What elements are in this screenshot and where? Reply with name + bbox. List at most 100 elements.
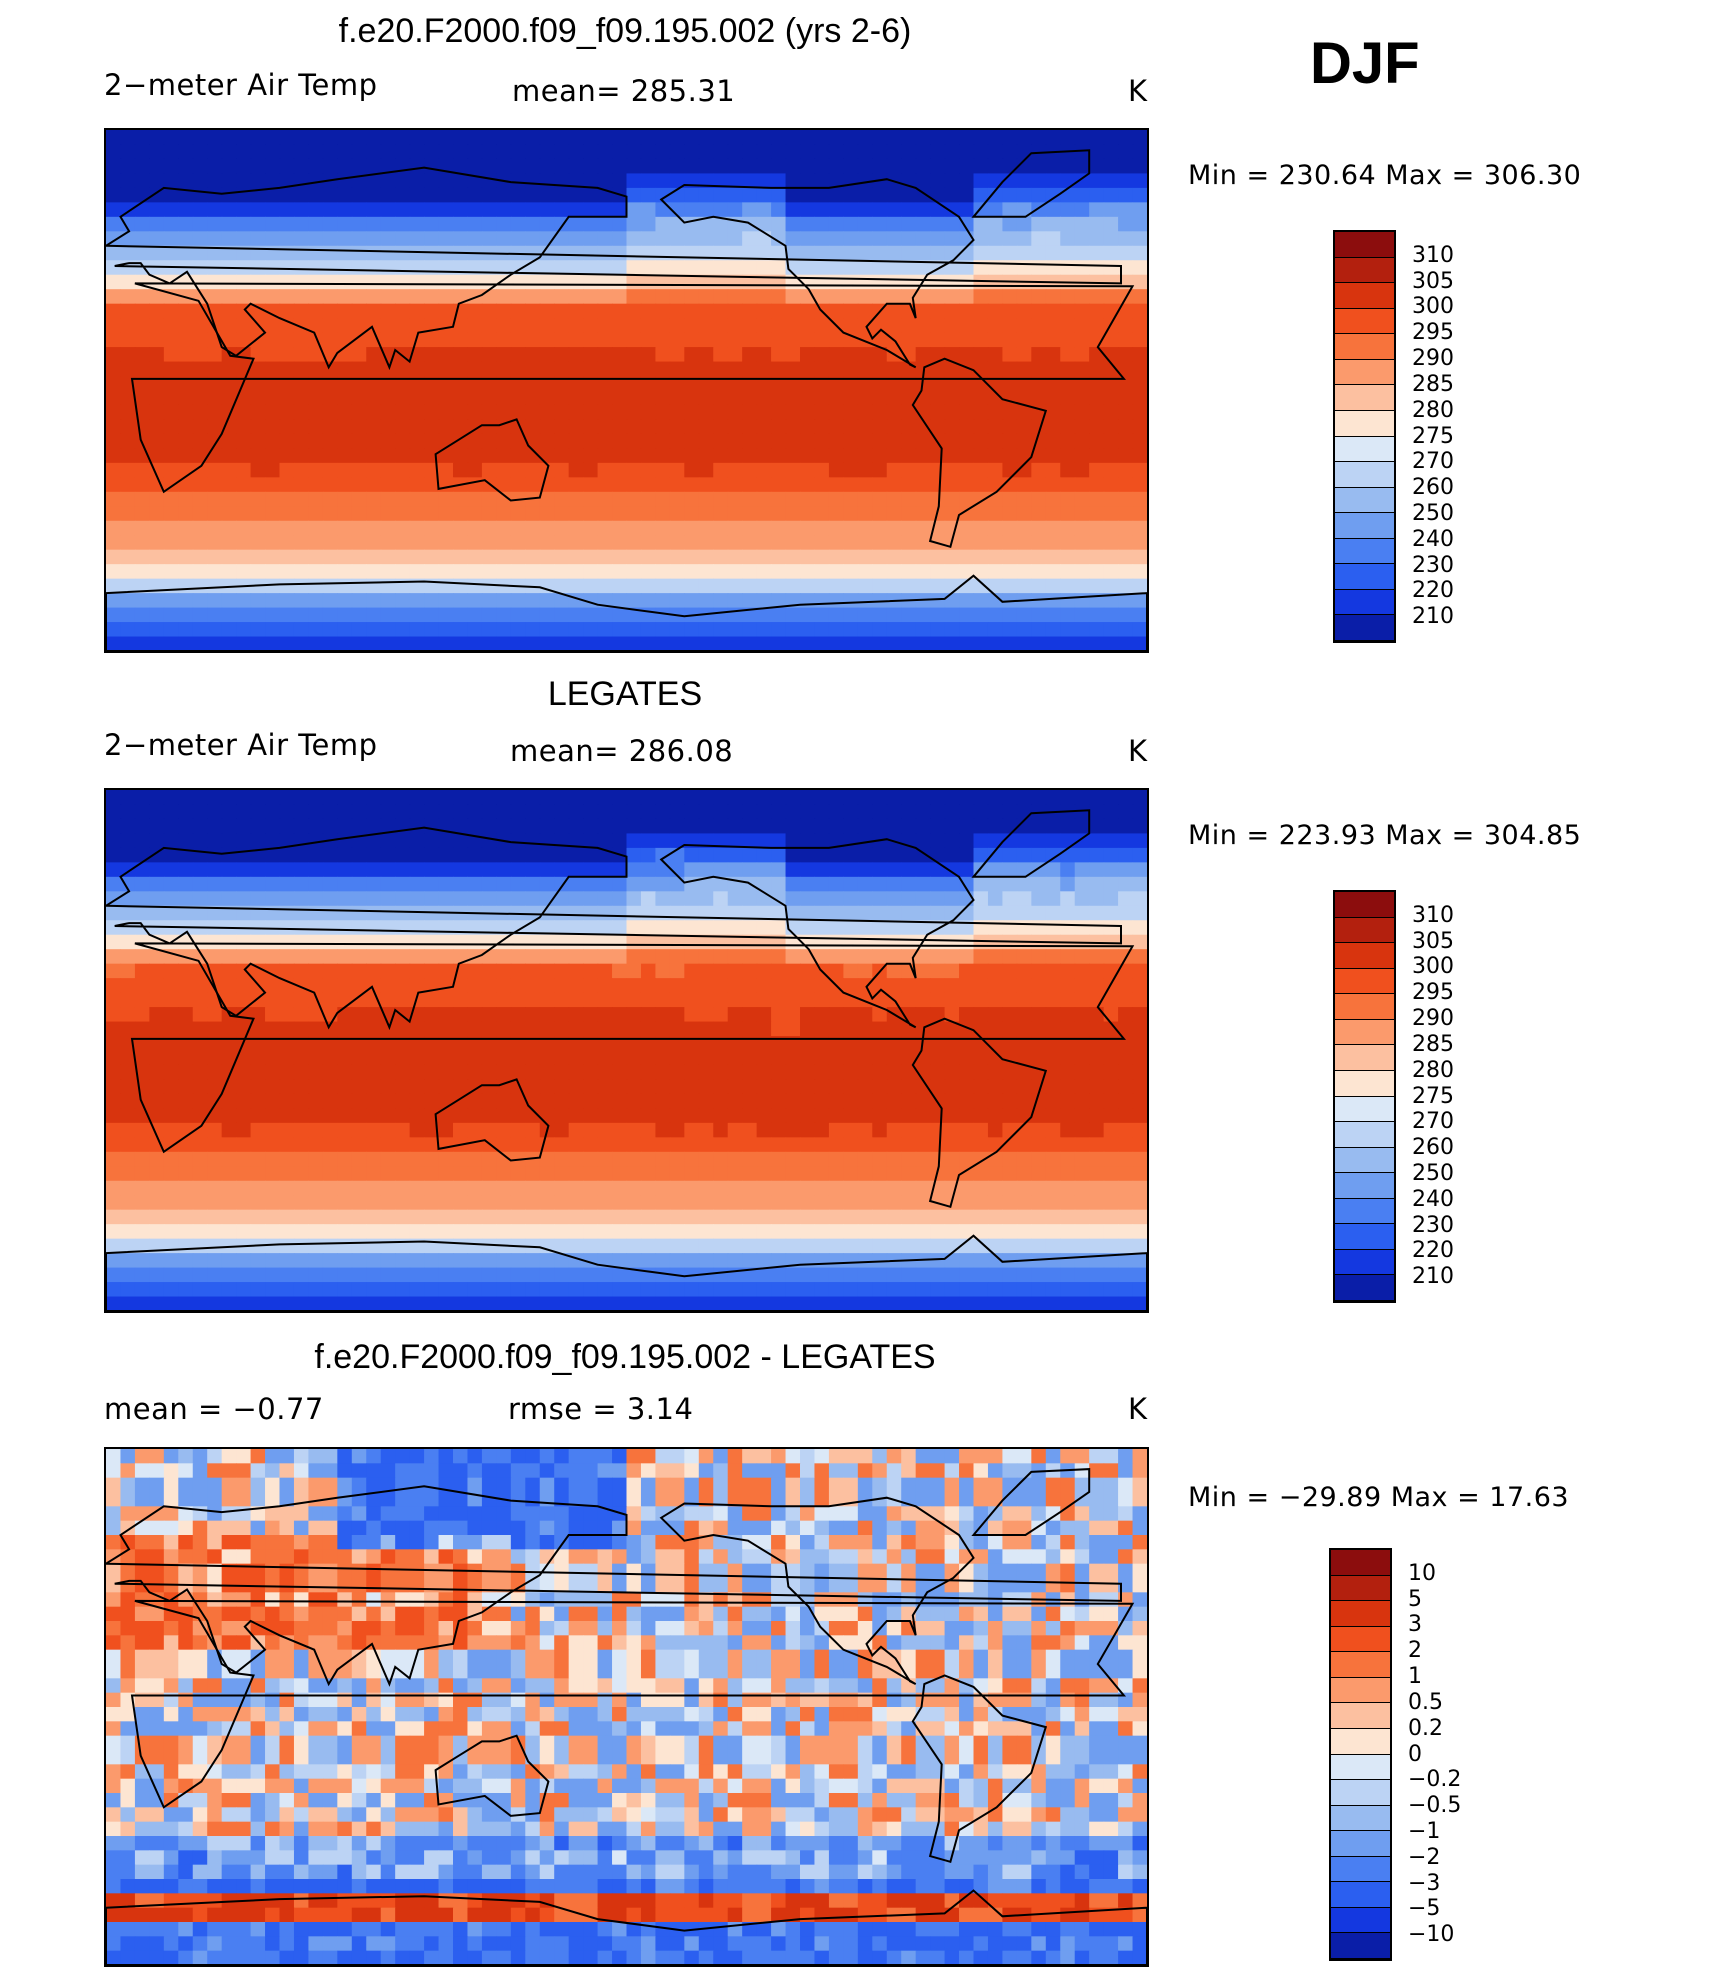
field-cell [843, 433, 859, 449]
field-cell [1132, 1238, 1147, 1254]
field-cell [756, 1108, 772, 1124]
field-cell [134, 1021, 150, 1037]
field-cell [1016, 433, 1032, 449]
field-cell [959, 260, 975, 276]
field-cell [1103, 245, 1119, 261]
field-cell [1002, 622, 1018, 638]
field-cell [1016, 1224, 1032, 1240]
field-cell [640, 1253, 657, 1269]
field-cell [669, 202, 685, 218]
field-cell [265, 949, 281, 965]
field-cell [568, 130, 584, 146]
field-cell [424, 404, 440, 421]
field-cell [568, 332, 584, 348]
field-cell [640, 564, 657, 580]
field-cell [192, 876, 208, 892]
field-cell [872, 847, 888, 863]
field-cell [669, 144, 685, 160]
field-cell [351, 1253, 367, 1269]
field-cell [1016, 187, 1032, 203]
field-cell [756, 1253, 772, 1269]
field-cell [583, 303, 599, 319]
field-cell [930, 130, 946, 146]
field-cell [742, 1253, 758, 1269]
field-cell [453, 876, 469, 892]
field-cell [221, 202, 237, 218]
field-cell [178, 862, 194, 878]
field-cell [843, 506, 859, 522]
field-cell [1118, 978, 1134, 994]
field-cell [756, 1180, 772, 1196]
field-cell [987, 1253, 1004, 1269]
field-cell [814, 462, 830, 478]
field-cell [250, 564, 266, 580]
field-cell [1002, 1238, 1018, 1254]
field-cell [901, 1166, 917, 1182]
field-cell [554, 978, 570, 994]
field-cell [857, 173, 873, 189]
field-cell [756, 833, 772, 849]
field-cell [120, 963, 136, 979]
field-cell [626, 216, 642, 232]
field-cell [872, 1007, 888, 1023]
field-cell [669, 578, 685, 594]
field-cell [698, 1253, 714, 1269]
field-cell [337, 963, 353, 979]
field-cell [221, 361, 237, 377]
field-cell [583, 390, 599, 406]
field-cell [944, 158, 960, 175]
field-cell [424, 920, 440, 936]
field-cell [539, 992, 555, 1008]
field-cell [250, 622, 266, 638]
field-cell [236, 833, 252, 849]
field-cell [973, 1122, 989, 1138]
field-cell [1016, 260, 1032, 276]
field-cell [453, 535, 469, 551]
field-cell [1060, 593, 1076, 609]
field-cell [684, 790, 700, 806]
field-cell [525, 790, 541, 806]
field-cell [221, 332, 237, 348]
field-cell [669, 404, 685, 421]
field-cell [279, 1224, 295, 1240]
field-cell [843, 1050, 859, 1066]
field-cell [930, 992, 946, 1008]
field-cell [1002, 448, 1018, 464]
field-cell [640, 891, 657, 907]
field-cell [236, 1209, 252, 1225]
field-cell [496, 920, 512, 936]
field-cell [221, 1253, 237, 1269]
field-cell [640, 876, 657, 892]
field-cell [669, 318, 685, 334]
field-cell [785, 158, 801, 175]
field-cell [250, 1108, 266, 1124]
field-cell [1089, 862, 1105, 878]
field-cell [886, 934, 902, 950]
field-cell [626, 158, 642, 175]
field-cell [612, 1137, 628, 1153]
field-cell [178, 216, 194, 232]
field-cell [149, 216, 165, 232]
field-cell [221, 833, 237, 849]
field-cell [178, 231, 194, 247]
field-cell [510, 1209, 526, 1225]
field-cell [756, 506, 772, 522]
field-cell [467, 158, 483, 175]
field-cell [583, 564, 599, 580]
field-cell [944, 318, 960, 334]
field-cell [843, 1021, 859, 1037]
field-cell [640, 1224, 657, 1240]
field-cell [163, 433, 179, 449]
field-cell [192, 274, 208, 290]
field-cell [1074, 818, 1090, 835]
field-cell [279, 535, 295, 551]
field-cell [351, 158, 367, 175]
field-cell [713, 1180, 729, 1196]
field-cell [250, 891, 266, 907]
field-cell [1118, 790, 1134, 806]
field-cell [265, 992, 281, 1008]
field-cell [1045, 1079, 1061, 1095]
field-cell [1002, 491, 1018, 507]
field-cell [742, 636, 758, 651]
field-cell [409, 905, 425, 921]
